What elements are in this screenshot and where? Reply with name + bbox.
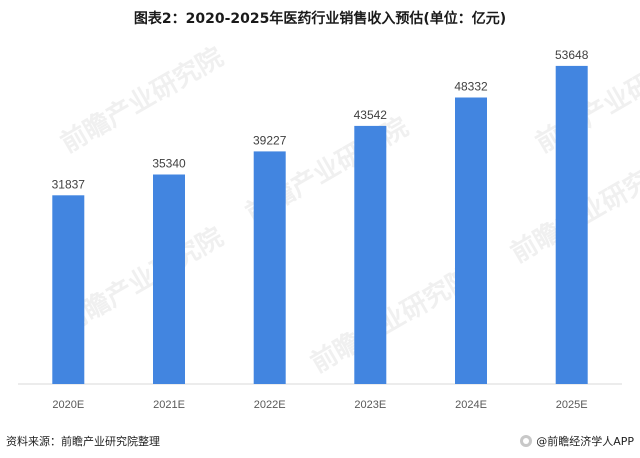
bar-2022E [253, 151, 286, 384]
x-tick-label-2024E: 2024E [455, 399, 487, 411]
x-tick-label-2021E: 2021E [153, 399, 185, 411]
data-label-2024E: 48332 [454, 80, 488, 94]
data-label-2023E: 43542 [354, 108, 388, 122]
chart-title: 图表2：2020-2025年医药行业销售收入预估(单位：亿元) [133, 11, 507, 27]
bar-2021E [153, 174, 185, 384]
bar-2024E [455, 97, 487, 384]
brand-label: @前瞻经济学人APP [536, 435, 634, 448]
data-label-2021E: 35340 [152, 157, 186, 171]
bar-2023E [354, 125, 387, 385]
data-label-2025E: 53648 [555, 48, 589, 62]
brand-credit: @前瞻经济学人APP [520, 433, 634, 449]
bar-2020E [52, 195, 85, 384]
x-tick-label-2020E: 2020E [52, 399, 84, 411]
data-label-2022E: 39227 [253, 133, 287, 147]
brand-logo-icon [520, 435, 533, 447]
x-tick-label-2025E: 2025E [556, 399, 588, 411]
x-tick-label-2022E: 2022E [254, 399, 286, 411]
data-label-2020E: 31837 [52, 177, 86, 191]
bar-2025E [555, 65, 588, 385]
x-tick-label-2023E: 2023E [354, 399, 386, 411]
source-note: 资料来源：前瞻产业研究院整理 [6, 435, 160, 448]
